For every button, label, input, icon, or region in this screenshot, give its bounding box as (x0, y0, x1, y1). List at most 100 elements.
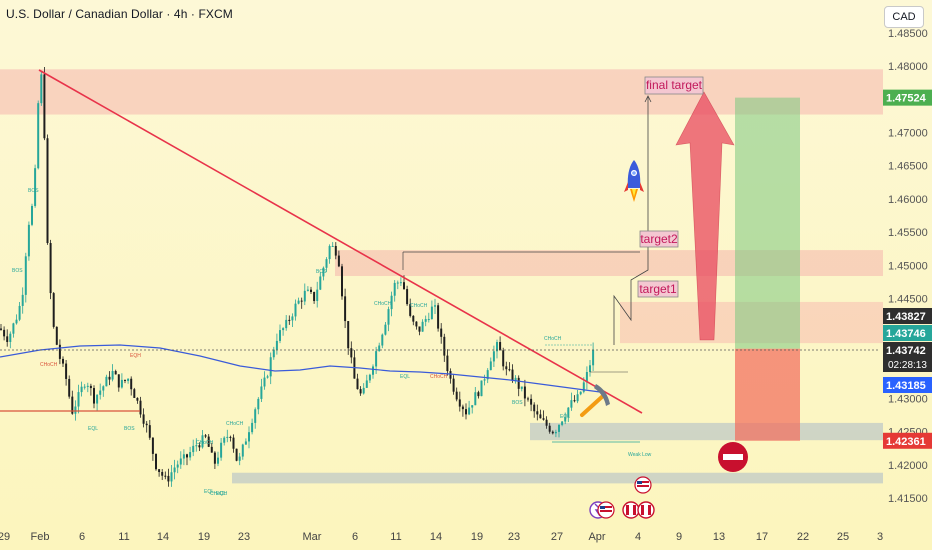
candle-body (465, 409, 467, 415)
time-tick: 3 (877, 531, 883, 543)
target-labels: final target target2 target1 Weak Low (628, 76, 704, 458)
candle-body (325, 259, 328, 268)
time-tick: 25 (837, 531, 849, 543)
candle-body (198, 445, 201, 448)
weak-low-label: Weak Low (628, 452, 652, 458)
candle-body (582, 382, 585, 392)
price-tick: 1.43000 (888, 393, 928, 405)
zone-resistance-1 (335, 250, 883, 277)
candle-body (418, 326, 421, 332)
candle-body (164, 475, 167, 477)
candle-body (303, 290, 306, 302)
candle-body (517, 377, 520, 389)
structure-label: EQL (88, 426, 98, 432)
candle-body (96, 394, 99, 404)
candle-body (207, 436, 210, 447)
candle-body (344, 296, 347, 322)
candle-body (179, 458, 182, 465)
candle-body (452, 378, 455, 392)
candle-body (486, 370, 489, 380)
candle-body (99, 390, 102, 395)
candle-body (229, 436, 232, 438)
bullish-arrow-icon (675, 91, 735, 341)
candle-body (43, 74, 46, 139)
candles-layer (0, 67, 595, 487)
candle-body (424, 319, 427, 322)
candle-body (558, 424, 560, 432)
descending-trendline (38, 69, 643, 414)
candle-body (18, 305, 21, 320)
candle-body (226, 436, 229, 438)
candle-body (437, 305, 440, 329)
candle-body (148, 425, 151, 438)
candle-body (275, 340, 278, 350)
candle-body (108, 376, 111, 380)
candle-body (387, 309, 390, 325)
price-tick: 1.45500 (888, 227, 928, 239)
target1-label: target1 (639, 282, 677, 296)
candle-body (167, 475, 170, 482)
time-tick: 11 (118, 531, 129, 543)
candle-body (260, 386, 263, 399)
candle-body (347, 321, 350, 349)
candle-body (474, 392, 477, 406)
time-tick: 9 (676, 531, 682, 543)
candle-body (170, 472, 173, 482)
time-tick: 13 (713, 531, 725, 543)
candle-body (204, 435, 207, 437)
candle-body (461, 406, 464, 410)
candle-body (77, 392, 80, 407)
candle-body (80, 386, 83, 393)
candle-body (151, 437, 154, 454)
candle-body (124, 379, 126, 381)
candle-body (306, 289, 309, 291)
structure-label: CHoCH (430, 374, 448, 380)
candle-body (161, 472, 164, 476)
candle-body (527, 398, 529, 400)
candle-body (502, 350, 505, 367)
candle-body (505, 366, 508, 370)
structure-label: EQH (130, 353, 141, 359)
symbol-title: U.S. Dollar / Canadian Dollar · 4h · FXC… (6, 7, 233, 21)
candle-body (9, 333, 12, 342)
price-tick: 1.44500 (888, 294, 928, 306)
candle-body (585, 372, 588, 383)
candle-body (592, 349, 595, 366)
candle-body (499, 342, 502, 351)
candle-body (331, 245, 334, 247)
candle-body (567, 407, 570, 418)
candle-body (300, 300, 303, 302)
candle-body (409, 304, 412, 316)
candle-body (186, 454, 188, 458)
candle-body (139, 400, 142, 415)
structure-label: BOS (512, 400, 523, 406)
candle-body (238, 456, 241, 461)
currency-button[interactable]: CAD (884, 6, 924, 28)
candle-body (145, 423, 148, 426)
candle-body (12, 323, 15, 334)
price-tags: 1.47524 1.43827 1.43746 1.43742 02:28:13 1.43… (883, 89, 932, 449)
candle-body (102, 386, 105, 391)
candle-body (182, 454, 185, 459)
candle-body (480, 380, 483, 397)
time-tick: 19 (198, 531, 210, 543)
candle-body (49, 243, 52, 294)
price-tag (883, 432, 932, 449)
price-tag-label: 1.43827 (886, 311, 926, 323)
time-tick: 19 (471, 531, 483, 543)
candle-body (589, 365, 591, 373)
candle-body (244, 441, 247, 445)
candle-body (449, 371, 452, 379)
candle-body (65, 363, 68, 379)
candle-body (248, 432, 250, 442)
candle-body (158, 469, 161, 473)
structure-label: CHoCH (210, 491, 228, 497)
price-tick: 1.46000 (888, 194, 928, 206)
candle-body (294, 303, 297, 317)
candle-body (251, 422, 254, 433)
price-tag-label: 1.43185 (886, 380, 926, 392)
candle-body (83, 386, 86, 388)
candle-body (375, 351, 378, 367)
economic-event-icons (589, 476, 655, 519)
